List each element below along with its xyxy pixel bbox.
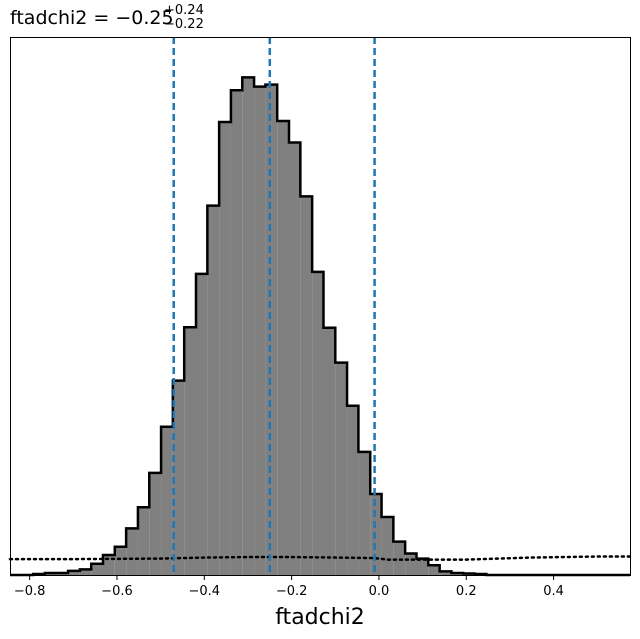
histogram-bar: [265, 84, 278, 576]
x-tick-label: 0.2: [456, 584, 477, 599]
histogram-bar: [207, 205, 220, 575]
chart-title: ftadchi2 = −0.25: [10, 7, 174, 29]
histogram-bar: [312, 271, 324, 575]
histogram-bar: [91, 563, 103, 575]
histogram-bar: [277, 120, 289, 576]
x-tick-label: 0.4: [543, 584, 564, 599]
histogram-bar: [416, 558, 429, 575]
chart-title-upper-error: +0.24: [164, 3, 204, 18]
x-tick-label: 0.0: [369, 584, 390, 599]
x-tick-label: −0.6: [101, 584, 133, 599]
histogram-bar: [149, 472, 162, 575]
histogram-bar: [172, 380, 185, 575]
histogram-bar: [381, 517, 394, 575]
histogram-outline: [10, 76, 630, 577]
histogram-bar: [358, 451, 371, 575]
histogram-bar: [161, 426, 173, 575]
histogram-bar: [230, 90, 243, 575]
x-axis-label: ftadchi2: [275, 605, 365, 630]
histogram-bar: [137, 507, 150, 575]
histogram-bar: [300, 196, 313, 575]
prior-curve: [8, 555, 632, 561]
x-tick-label: −0.4: [189, 584, 221, 599]
plot-frame: [10, 37, 631, 576]
histogram-bar: [439, 571, 452, 575]
histogram-bar: [335, 362, 348, 575]
histogram-bar: [196, 273, 208, 575]
x-axis: −0.8 −0.6 −0.4 −0.2 0.0 0.2 0.4: [14, 575, 564, 599]
histogram-bar: [289, 142, 301, 575]
histogram-bar: [254, 86, 266, 576]
histogram-bar: [323, 327, 336, 575]
histogram-bar: [405, 553, 417, 575]
histogram-bar: [370, 493, 382, 575]
histogram-bar: [184, 327, 196, 575]
histogram-bar: [114, 546, 127, 575]
histogram-bar: [103, 554, 115, 575]
histogram-bar: [242, 77, 255, 575]
histogram-bar: [393, 541, 406, 575]
histogram-bar: [347, 405, 359, 575]
histogram-bar: [68, 570, 80, 575]
histogram-bar: [428, 565, 440, 575]
histogram-bar: [79, 569, 92, 575]
x-tick-label: −0.2: [276, 584, 308, 599]
chart-title-lower-error: −0.22: [164, 17, 204, 32]
x-tick-label: −0.8: [14, 584, 46, 599]
histogram-bar: [219, 122, 231, 576]
histogram-bar: [126, 528, 138, 575]
